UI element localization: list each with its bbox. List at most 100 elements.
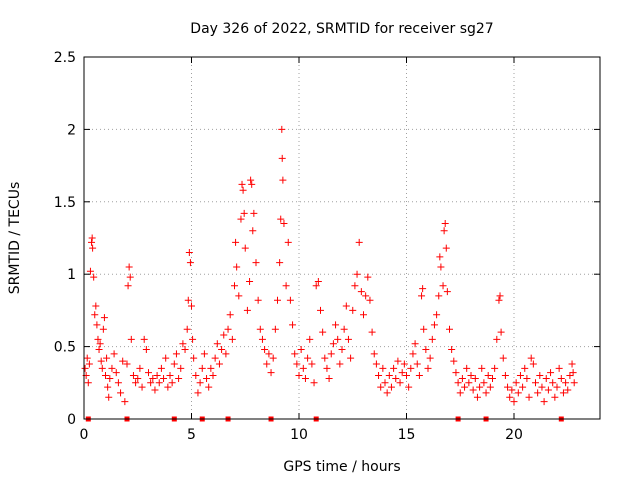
data-point (188, 302, 195, 310)
data-point (357, 288, 365, 296)
data-point (192, 372, 200, 380)
data-point (413, 360, 421, 368)
data-point (168, 379, 176, 387)
data-point (269, 354, 277, 362)
data-point (355, 238, 363, 246)
data-point (186, 259, 194, 267)
data-point (246, 277, 254, 285)
data-point (497, 328, 505, 336)
data-points (81, 125, 578, 406)
data-point (81, 364, 89, 372)
data-point (409, 350, 417, 358)
data-point (506, 393, 514, 401)
data-point (540, 398, 548, 406)
data-point (157, 364, 165, 372)
data-point (493, 335, 501, 343)
data-point (100, 314, 108, 322)
data-point (512, 379, 520, 387)
data-point (454, 379, 462, 387)
data-point (321, 354, 329, 362)
data-point (278, 125, 286, 133)
data-point (110, 350, 118, 358)
data-point (92, 302, 100, 310)
data-point (218, 345, 226, 353)
data-point (125, 263, 133, 271)
data-point (495, 296, 503, 304)
data-point (185, 248, 193, 256)
data-point (261, 345, 269, 353)
data-point (383, 389, 391, 397)
data-point (98, 364, 106, 372)
data-point (491, 364, 499, 372)
data-point (381, 379, 389, 387)
data-point (360, 311, 367, 319)
data-point (106, 374, 114, 382)
data-point (385, 372, 393, 380)
data-point (203, 374, 211, 382)
data-point (551, 393, 559, 401)
data-point (129, 372, 137, 380)
data-point (450, 357, 458, 365)
data-point (570, 379, 578, 387)
data-point (452, 369, 460, 377)
y-tick-label: 2.5 (54, 50, 76, 66)
data-point (314, 277, 322, 285)
data-point (458, 374, 466, 382)
y-axis-label: SRMTID / TECUs (7, 182, 23, 295)
data-point (527, 354, 535, 362)
data-point (252, 259, 260, 267)
data-point (254, 296, 262, 304)
data-point (392, 374, 400, 382)
data-point (366, 296, 374, 304)
data-point (83, 354, 91, 362)
data-point (418, 292, 426, 300)
data-point (184, 296, 192, 304)
data-point (153, 372, 161, 380)
data-point (508, 386, 516, 394)
data-point (293, 360, 301, 368)
data-point (532, 379, 539, 387)
data-point (340, 325, 348, 333)
data-point (422, 345, 430, 353)
data-point (121, 398, 129, 406)
data-point (189, 335, 197, 343)
data-point (99, 325, 107, 333)
data-point (291, 350, 299, 358)
data-point (211, 354, 219, 362)
data-point (499, 354, 507, 362)
data-point (263, 360, 271, 368)
data-point (430, 321, 438, 329)
data-point (108, 364, 116, 372)
data-point (90, 273, 98, 281)
data-point (134, 374, 142, 382)
data-point (166, 372, 174, 380)
data-point (375, 372, 383, 380)
data-point (140, 335, 148, 343)
data-point (372, 360, 380, 368)
data-point (183, 325, 191, 333)
data-point (228, 335, 236, 343)
data-point (233, 263, 241, 271)
data-point (377, 383, 385, 391)
data-point (379, 364, 387, 372)
data-point (284, 238, 292, 246)
data-point (306, 335, 314, 343)
data-point (473, 393, 481, 401)
data-point (93, 321, 101, 329)
data-point (102, 372, 109, 380)
data-point (562, 379, 570, 387)
data-point (514, 389, 522, 397)
data-point (448, 345, 456, 353)
data-point (279, 176, 287, 184)
data-point (207, 364, 215, 372)
data-point (465, 379, 473, 387)
data-point (471, 374, 479, 382)
data-point (248, 180, 256, 188)
y-tick-label: 0 (67, 412, 76, 428)
x-tick-label: 15 (398, 427, 416, 443)
data-point (327, 350, 335, 358)
data-point (172, 350, 180, 358)
data-point (484, 372, 492, 380)
data-point (235, 292, 243, 300)
data-point (433, 311, 441, 319)
